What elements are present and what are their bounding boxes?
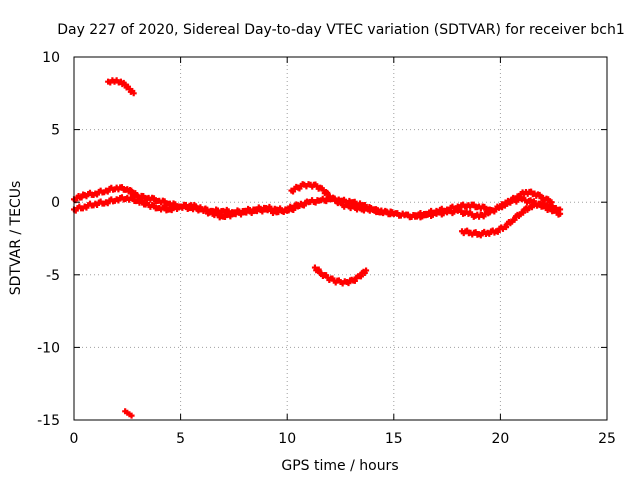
- x-tick-label: 15: [385, 431, 403, 447]
- data-point: [357, 273, 364, 280]
- data-point: [511, 216, 518, 223]
- data-point: [486, 206, 493, 213]
- series-arc-7: [105, 77, 137, 97]
- series-arc-5: [459, 200, 564, 239]
- y-tick-label: 10: [42, 50, 60, 66]
- plot-frame: [73, 56, 608, 421]
- data-point: [128, 412, 135, 419]
- series-arc-4: [412, 201, 493, 220]
- data-point: [351, 277, 358, 284]
- y-axis-label: SDTVAR / TECUs: [8, 181, 24, 296]
- series-arc-2: [71, 194, 301, 221]
- data-point: [557, 206, 564, 213]
- x-axis-label: GPS time / hours: [281, 458, 398, 474]
- data-point: [128, 187, 135, 194]
- data-points: [71, 77, 564, 419]
- data-point: [324, 189, 331, 196]
- data-point: [390, 210, 397, 217]
- data-point: [294, 202, 301, 209]
- series-arc-9: [122, 408, 135, 419]
- series-arc-6: [497, 188, 555, 211]
- series-arc-3: [288, 181, 397, 217]
- x-tick-label: 20: [491, 431, 509, 447]
- x-tick-label: 10: [278, 431, 296, 447]
- x-tick-label: 25: [598, 431, 616, 447]
- data-point: [548, 199, 555, 206]
- x-tick-label: 5: [176, 431, 185, 447]
- axis-ticks: 0 5 10 15 20 25 -15 -10 -5 0 5 10: [37, 50, 616, 447]
- y-tick-label: -10: [37, 340, 60, 356]
- y-tick-label: 5: [51, 123, 60, 139]
- data-point: [130, 90, 137, 97]
- data-point: [363, 267, 370, 274]
- data-point: [520, 209, 527, 216]
- chart-title: Day 227 of 2020, Sidereal Day-to-day VTE…: [57, 22, 625, 38]
- y-tick-label: -15: [37, 413, 60, 429]
- data-point: [315, 266, 322, 273]
- data-point: [494, 228, 501, 235]
- series-arc-8: [311, 264, 370, 287]
- x-tick-label: 0: [70, 431, 79, 447]
- data-point: [503, 224, 510, 231]
- y-tick-label: -5: [46, 268, 60, 284]
- data-point: [545, 196, 552, 203]
- y-tick-label: 0: [51, 195, 60, 211]
- data-point: [536, 191, 543, 198]
